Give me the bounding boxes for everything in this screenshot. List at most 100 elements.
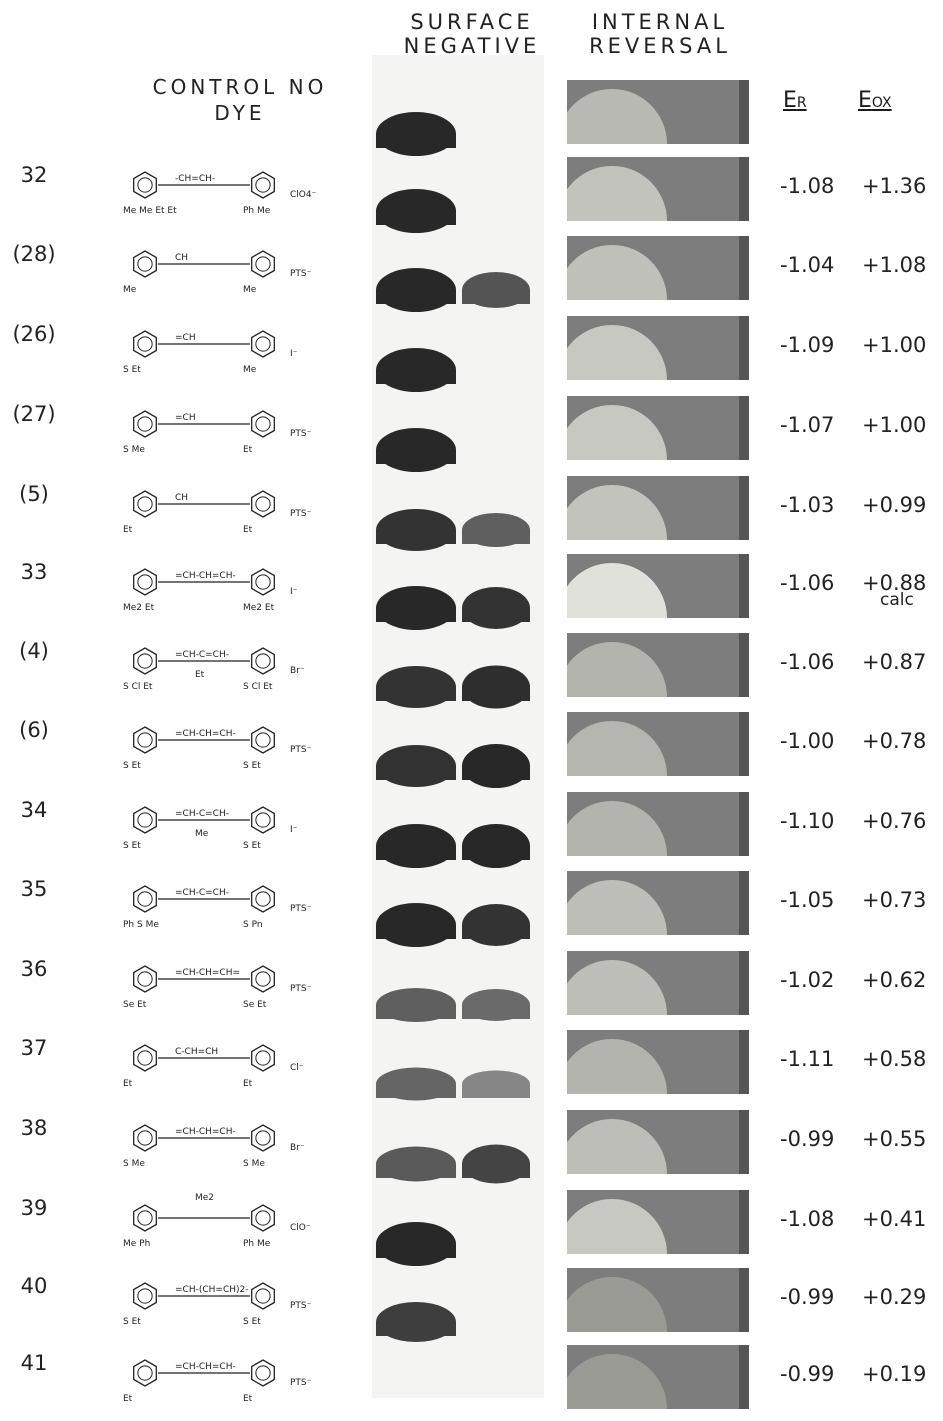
left-benzene-ring-aromatic	[137, 574, 153, 590]
er-value: -1.00	[780, 729, 835, 753]
reversal-highlight	[567, 563, 667, 618]
potential-values: -1.00 +0.78	[780, 729, 926, 753]
negative-blob-base	[462, 290, 530, 304]
left-benzene-ring-aromatic	[137, 177, 153, 193]
left-benzene-ring-aromatic	[137, 732, 153, 748]
reversal-highlight	[567, 1354, 667, 1409]
eox-value: +0.29	[862, 1285, 927, 1309]
dye-row-33: 33 =CH-CH=CH- Me2 Et Me2 Et I⁻ -1.06 +0.88	[0, 554, 943, 630]
reversal-edge	[739, 633, 749, 697]
internal-reversal-image	[567, 951, 749, 1015]
bridge-label: C-CH=CH	[175, 1047, 218, 1057]
dye-number: (6)	[19, 718, 49, 742]
right-benzene-ring	[251, 806, 275, 834]
eox-value: +0.76	[862, 809, 927, 833]
right-benzene-ring	[251, 1359, 275, 1387]
negative-blob-base	[462, 846, 530, 860]
reversal-edge	[739, 80, 749, 144]
right-benzene-ring-aromatic	[255, 653, 271, 669]
negative-blob-base	[376, 846, 456, 860]
counter-ion: I⁻	[290, 587, 298, 597]
dye-number: 38	[20, 1116, 48, 1140]
top-substituent: Me2	[195, 1193, 214, 1203]
eox-value: +1.36	[862, 174, 927, 198]
left-substituents: Me2 Et	[123, 603, 155, 613]
reversal-edge	[739, 1268, 749, 1332]
bridge-label: =CH-C=CH-	[175, 809, 229, 819]
reversal-highlight	[567, 1277, 667, 1332]
potential-values: -0.99 +0.29	[780, 1285, 926, 1309]
left-benzene-ring-aromatic	[137, 653, 153, 669]
potential-values: -1.06 +0.87	[780, 650, 926, 674]
reversal-edge	[739, 1030, 749, 1094]
counter-ion: PTS⁻	[290, 904, 312, 914]
dye-number: 40	[20, 1274, 48, 1298]
reversal-highlight	[567, 325, 667, 380]
right-benzene-ring-aromatic	[255, 891, 271, 907]
dye-structure: -CH=CH- Me Me Et Et Ph Me ClO4⁻	[75, 157, 365, 229]
eox-value: +0.62	[862, 968, 927, 992]
negative-blob-base	[376, 687, 456, 701]
dye-row-32: 32 -CH=CH- Me Me Et Et Ph Me ClO4⁻ -1.08 +1.36	[0, 157, 943, 233]
bridge-label: =CH-CH=CH-	[175, 571, 236, 581]
reversal-edge	[739, 712, 749, 776]
right-benzene-ring	[251, 568, 275, 596]
left-benzene-ring	[133, 330, 157, 358]
reversal-highlight	[567, 1039, 667, 1094]
er-value: -1.08	[780, 174, 835, 198]
eox-column-header: EOX	[858, 88, 892, 113]
dye-row-39: 39 Me Ph Ph Me Me2 ClO⁻ -1.08 +0.41	[0, 1190, 943, 1266]
negative-blob-base	[462, 925, 530, 939]
reversal-edge	[739, 792, 749, 856]
left-substituents: Et	[123, 1079, 133, 1089]
right-benzene-ring	[251, 1044, 275, 1072]
bridge-label: =CH-CH=CH-	[175, 1362, 236, 1372]
er-value: -0.99	[780, 1127, 835, 1151]
bridge-label: CH	[175, 493, 188, 503]
reversal-highlight	[567, 801, 667, 856]
dye-number: (27)	[12, 402, 56, 426]
surface-negative-image	[376, 157, 540, 233]
meso-substituent: Et	[195, 670, 205, 680]
dye-row-26: (26) =CH S Et Me I⁻ -1.09 +1.00	[0, 316, 943, 392]
left-benzene-ring-aromatic	[137, 1288, 153, 1304]
er-value: -1.08	[780, 1207, 835, 1231]
internal-reversal-image	[567, 316, 749, 380]
negative-blob-base	[376, 530, 456, 544]
left-benzene-ring	[133, 250, 157, 278]
bridge-label: =CH	[175, 333, 196, 343]
meso-substituent: Me	[195, 829, 209, 839]
internal-reversal-image	[567, 236, 749, 300]
surface-negative-image	[376, 792, 540, 868]
dye-row-37: 37 C-CH=CH Et Et Cl⁻ -1.11 +0.58	[0, 1030, 943, 1106]
counter-ion: ClO⁻	[290, 1223, 311, 1233]
eox-value: +0.58	[862, 1047, 927, 1071]
negative-blob-base	[376, 1244, 456, 1258]
counter-ion: PTS⁻	[290, 1378, 312, 1388]
er-value: -1.07	[780, 413, 835, 437]
internal-reversal-image	[567, 792, 749, 856]
surface-negative-header: SURFACE NEGATIVE	[403, 10, 541, 58]
negative-blob-base	[376, 450, 456, 464]
reversal-highlight	[567, 245, 667, 300]
negative-blob-base	[462, 1164, 530, 1178]
potential-values: -1.10 +0.76	[780, 809, 926, 833]
negative-blob-base	[376, 925, 456, 939]
dye-structure: CH Me Me PTS⁻	[75, 236, 365, 308]
internal-reversal-image	[567, 1345, 749, 1409]
left-benzene-ring	[133, 171, 157, 199]
negative-blob-base	[462, 1005, 530, 1019]
right-substituents: Me2 Et	[243, 603, 275, 613]
internal-reversal-image	[567, 1030, 749, 1094]
surface-negative-image	[376, 396, 540, 472]
dye-number: (28)	[12, 242, 56, 266]
negative-blob-base	[376, 608, 456, 622]
reversal-highlight	[567, 1199, 667, 1254]
right-substituents: Et	[243, 1394, 253, 1404]
right-benzene-ring	[251, 965, 275, 993]
left-substituents: S Me	[123, 1159, 145, 1169]
potential-values: -1.05 +0.73	[780, 888, 926, 912]
dye-row-4: (4) =CH-C=CH- S Cl Et S Cl Et Et Br⁻ -1.06 +0.8…	[0, 633, 943, 709]
surface-negative-image	[376, 1110, 540, 1184]
er-value: -1.10	[780, 809, 835, 833]
